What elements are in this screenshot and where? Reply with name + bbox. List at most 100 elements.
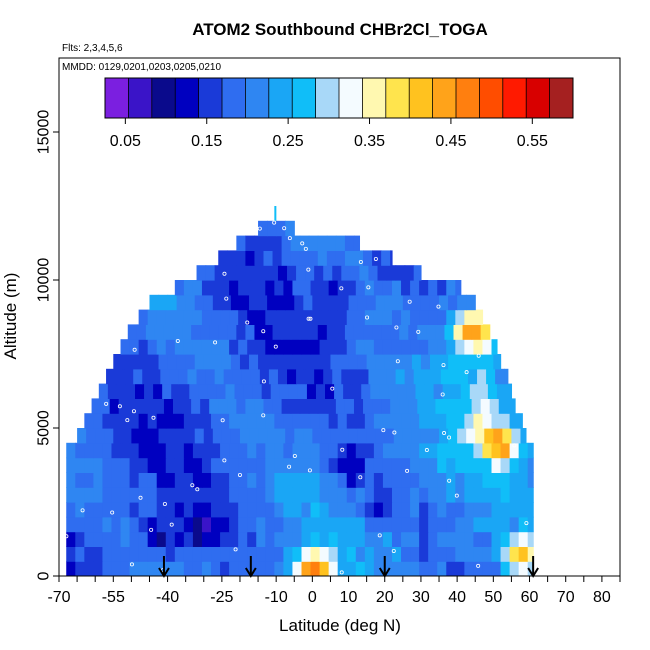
heatmap-cell — [419, 442, 429, 459]
heatmap-cell — [201, 442, 212, 459]
heatmap-cell — [326, 250, 337, 266]
heatmap-cell — [335, 250, 346, 266]
sample-point — [125, 418, 130, 423]
sample-point — [416, 329, 421, 334]
sample-point — [377, 533, 382, 538]
heatmap-cell — [518, 457, 529, 473]
heatmap-cell — [482, 502, 493, 518]
heatmap-cell — [355, 339, 366, 355]
heatmap-cell — [364, 413, 375, 429]
heatmap-cell — [391, 546, 402, 562]
heatmap-cell — [138, 309, 149, 325]
heatmap-cell — [382, 339, 393, 355]
heatmap-cell — [120, 472, 131, 488]
x-tick-label: -70 — [47, 589, 70, 606]
heatmap-cell — [301, 309, 312, 325]
heatmap-cell — [346, 561, 357, 576]
heatmap-cell — [281, 235, 292, 251]
heatmap-cell — [84, 472, 94, 488]
heatmap-cell — [455, 339, 465, 355]
heatmap-cell — [527, 457, 534, 473]
heatmap-cell — [183, 546, 194, 562]
heatmap-cell — [391, 531, 402, 547]
heatmap-cell — [464, 309, 475, 325]
heatmap-cell — [279, 383, 290, 399]
heatmap-cell — [102, 472, 113, 488]
heatmap-cell — [75, 487, 85, 503]
x-tick-label: 60 — [521, 589, 539, 606]
heatmap-cell — [484, 428, 494, 444]
heatmap-cell — [328, 502, 339, 518]
heatmap-cell — [527, 442, 534, 459]
heatmap-cell — [303, 428, 313, 444]
heatmap-cell — [232, 265, 243, 281]
heatmap-cell — [259, 368, 270, 385]
heatmap-cell — [165, 472, 176, 488]
heatmap-cell — [330, 354, 341, 370]
heatmap-cell — [230, 428, 241, 444]
heatmap-cell — [509, 502, 520, 518]
heatmap-cell — [491, 546, 502, 562]
heatmap-cell — [337, 516, 348, 533]
heatmap-cell — [401, 487, 411, 503]
heatmap-cell — [174, 531, 185, 547]
heatmap-cell — [428, 516, 438, 533]
heatmap-cell — [446, 413, 456, 429]
sample-point — [222, 271, 227, 276]
heatmap-cell — [381, 250, 391, 266]
heatmap-cell — [321, 428, 332, 444]
heatmap-cell — [518, 561, 529, 576]
heatmap-cell — [163, 398, 174, 414]
heatmap-cell — [287, 368, 297, 385]
heatmap-cell — [493, 354, 502, 370]
heatmap-cell — [102, 457, 113, 473]
heatmap-cell — [229, 546, 239, 562]
heatmap-cell — [160, 368, 170, 385]
heatmap-cell — [422, 368, 433, 385]
heatmap-cell — [439, 428, 449, 444]
heatmap-cell — [156, 339, 167, 355]
heatmap-cell — [344, 235, 355, 251]
heatmap-cell — [419, 339, 429, 355]
heatmap-cell — [238, 442, 248, 459]
heatmap-cell — [165, 309, 176, 325]
heatmap-cell — [120, 546, 131, 562]
sample-point — [169, 522, 174, 527]
heatmap-cell — [147, 339, 158, 355]
heatmap-cell — [147, 472, 158, 488]
sample-point — [391, 548, 396, 553]
heatmap-cell — [138, 457, 149, 473]
heatmap-cell — [384, 354, 395, 370]
heatmap-cell — [66, 487, 76, 503]
heatmap-cell — [460, 383, 471, 399]
heatmap-cell — [120, 531, 131, 547]
colorbar-tick-label: 0.35 — [354, 133, 385, 150]
heatmap-cell — [238, 413, 248, 429]
colorbar: 0.05 0.15 0.25 0.35 0.45 0.55 — [104, 77, 574, 150]
heatmap-cell — [281, 250, 292, 266]
heatmap-cell — [453, 398, 464, 414]
heatmap-cell — [350, 265, 361, 281]
heatmap-cell — [341, 265, 351, 281]
heatmap-cell — [174, 280, 185, 296]
heatmap-cell — [401, 280, 411, 296]
heatmap-cell — [391, 472, 402, 488]
heatmap-cell — [211, 280, 221, 296]
heatmap-cell — [473, 561, 484, 576]
heatmap-cell — [428, 413, 438, 429]
heatmap-cell — [229, 487, 239, 503]
heatmap-cell — [174, 339, 185, 355]
heatmap-cell — [245, 250, 256, 266]
heatmap-cell — [256, 472, 266, 488]
heatmap-cell — [120, 413, 131, 429]
heatmap-cell — [401, 546, 411, 562]
heatmap-cell — [393, 354, 404, 370]
heatmap-cell — [281, 324, 292, 340]
colorbar-swatch — [151, 78, 176, 118]
heatmap-cell — [353, 250, 364, 266]
heatmap-cell — [250, 265, 261, 281]
heatmap-cell — [462, 324, 473, 340]
heatmap-cell — [446, 472, 456, 488]
heatmap-cell — [464, 457, 475, 473]
heatmap-cell — [183, 502, 194, 518]
